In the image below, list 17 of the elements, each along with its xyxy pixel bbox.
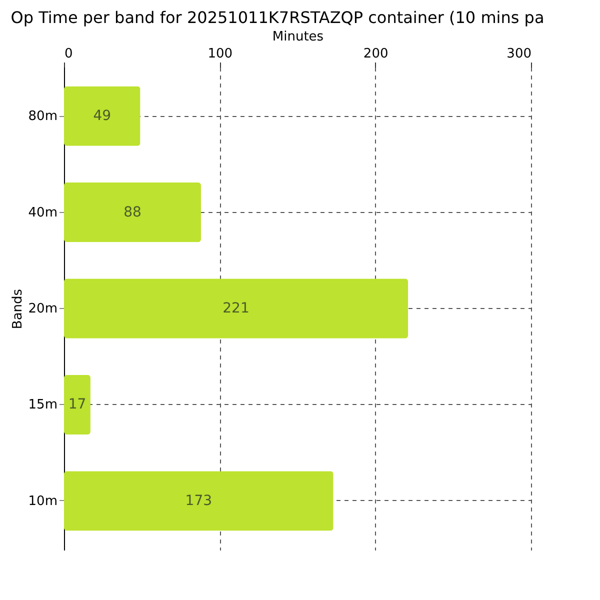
y-tick-label: 40m bbox=[28, 205, 58, 220]
x-tick-label: 0 bbox=[64, 46, 73, 62]
x-tick-label: 100 bbox=[208, 46, 233, 62]
data-label: 88 bbox=[124, 204, 142, 220]
y-tick-label: 80m bbox=[28, 109, 58, 124]
data-label: 173 bbox=[185, 492, 212, 509]
y-axis-title: Bands bbox=[10, 288, 26, 330]
y-tick-label: 10m bbox=[28, 494, 58, 509]
y-tick-label: 15m bbox=[28, 398, 58, 413]
chart-title: Op Time per band for 20251011K7RSTAZQP container (10 mins pa bbox=[10, 8, 544, 27]
data-label: 221 bbox=[222, 300, 250, 316]
data-label: 17 bbox=[68, 396, 86, 413]
data-label: 49 bbox=[93, 108, 112, 124]
y-tick-label: 20m bbox=[28, 302, 58, 316]
x-tick-label: 200 bbox=[363, 46, 388, 62]
x-axis-title: Minutes bbox=[272, 30, 324, 44]
x-tick-label: 300 bbox=[506, 46, 532, 62]
